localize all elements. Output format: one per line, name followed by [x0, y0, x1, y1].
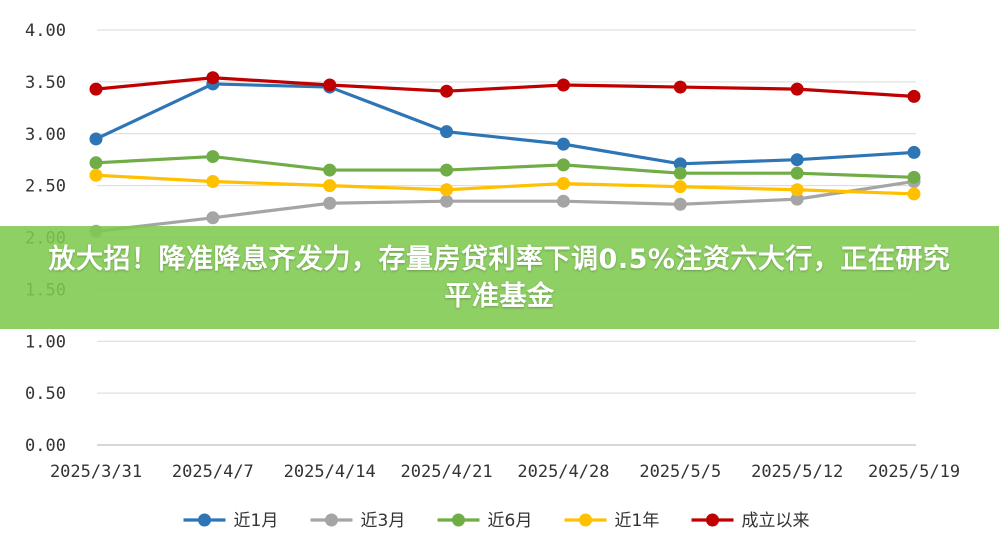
- y-tick-label: 4.00: [25, 21, 66, 41]
- headline-text: 放大招！降准降息齐发力，存量房贷利率下调0.5%注资六大行，正在研究平准基金: [48, 243, 951, 312]
- legend-item: 近3月: [310, 511, 406, 531]
- data-point: [89, 82, 103, 96]
- legend-item: 成立以来: [691, 511, 810, 531]
- data-point: [440, 163, 454, 177]
- legend-swatch-marker: [198, 513, 211, 527]
- data-point: [673, 166, 687, 180]
- data-point: [907, 89, 921, 103]
- data-point: [790, 166, 804, 180]
- series-line: [94, 173, 916, 196]
- data-point: [790, 82, 804, 96]
- series-layer: [89, 71, 921, 238]
- data-point: [323, 163, 337, 177]
- x-tick-label: 2025/3/31: [50, 462, 142, 482]
- data-point: [89, 132, 103, 146]
- data-point: [556, 137, 570, 151]
- x-tick-label: 2025/4/28: [517, 462, 609, 482]
- series-4: [89, 168, 921, 201]
- y-tick-label: 1.00: [25, 332, 66, 352]
- legend-label: 近1月: [234, 511, 279, 531]
- series-3: [89, 150, 921, 184]
- data-point: [440, 183, 454, 197]
- legend-label: 近3月: [361, 511, 406, 531]
- x-tick-label: 2025/5/12: [751, 462, 843, 482]
- legend-label: 近6月: [488, 511, 533, 531]
- data-point: [323, 78, 337, 92]
- series-5: [89, 71, 921, 103]
- legend: 近1月 近3月 近6月 近1年 成立以来: [183, 511, 810, 531]
- data-point: [206, 174, 220, 188]
- legend-swatch-marker: [579, 513, 592, 527]
- data-point: [440, 84, 454, 98]
- x-tick-label: 2025/5/5: [639, 462, 721, 482]
- x-tick-label: 2025/4/14: [284, 462, 376, 482]
- data-point: [89, 156, 103, 170]
- data-point: [907, 170, 921, 184]
- data-point: [556, 177, 570, 191]
- data-point: [89, 168, 103, 182]
- legend-item: 近1年: [564, 511, 660, 531]
- data-point: [673, 157, 687, 171]
- x-tick-label: 2025/4/7: [172, 462, 254, 482]
- legend-label: 成立以来: [742, 511, 810, 531]
- legend-item: 近6月: [437, 511, 533, 531]
- y-tick-label: 3.00: [25, 125, 66, 145]
- legend-item: 近1月: [183, 511, 279, 531]
- x-tick-label: 2025/4/21: [401, 462, 493, 482]
- legend-label: 近1年: [615, 511, 660, 531]
- data-point: [907, 187, 921, 201]
- y-tick-label: 3.50: [25, 73, 66, 93]
- y-tick-label: 0.00: [25, 436, 66, 456]
- data-point: [206, 211, 220, 225]
- data-point: [206, 71, 220, 85]
- data-point: [323, 196, 337, 210]
- legend-swatch-marker: [452, 513, 465, 527]
- data-point: [790, 153, 804, 167]
- data-point: [440, 125, 454, 139]
- series-line: [94, 82, 916, 166]
- data-point: [440, 194, 454, 208]
- x-axis-ticks: 2025/3/31 2025/4/7 2025/4/14 2025/4/21 2025/…: [50, 462, 960, 482]
- legend-swatch-marker: [325, 513, 338, 527]
- y-tick-label: 0.50: [25, 384, 66, 404]
- data-point: [907, 145, 921, 159]
- y-tick-label: 2.50: [25, 177, 66, 197]
- data-point: [673, 80, 687, 94]
- series-line: [94, 179, 916, 233]
- data-point: [790, 192, 804, 206]
- data-point: [673, 180, 687, 194]
- series-line: [94, 76, 916, 99]
- data-point: [556, 158, 570, 172]
- x-tick-label: 2025/5/19: [868, 462, 960, 482]
- data-point: [556, 78, 570, 92]
- data-point: [323, 179, 337, 193]
- legend-swatch-marker: [706, 513, 719, 527]
- data-point: [673, 197, 687, 211]
- data-point: [790, 183, 804, 197]
- series-line: [94, 154, 916, 179]
- data-point: [556, 194, 570, 208]
- headline-banner: 放大招！降准降息齐发力，存量房贷利率下调0.5%注资六大行，正在研究平准基金: [0, 226, 999, 329]
- data-point: [206, 150, 220, 164]
